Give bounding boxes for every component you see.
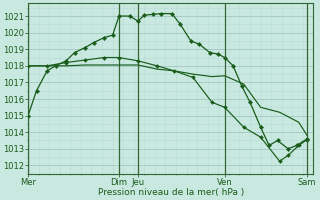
X-axis label: Pression niveau de la mer( hPa ): Pression niveau de la mer( hPa ) (98, 188, 244, 197)
